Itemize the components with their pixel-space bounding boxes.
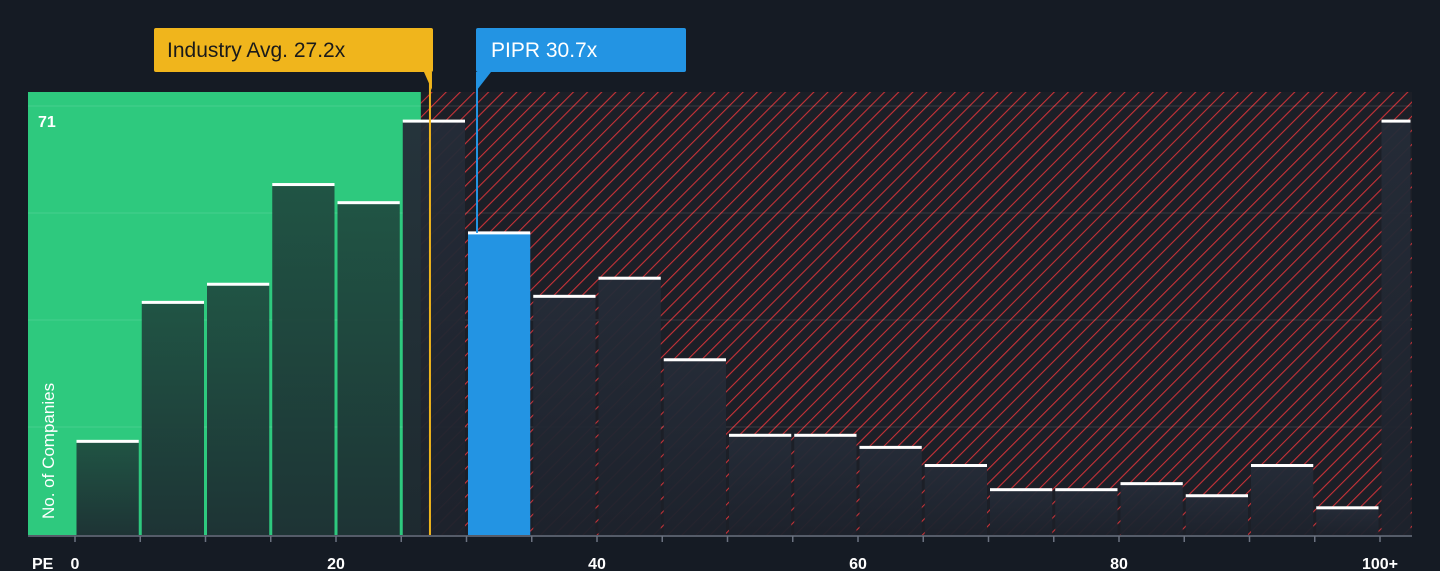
x-tick-label-4: 80 <box>1110 556 1128 571</box>
bar-cap-3 <box>272 183 335 187</box>
bar-cap-19 <box>1316 506 1379 510</box>
industry-avg-pointer <box>423 72 432 90</box>
histogram-bar-18 <box>1251 465 1314 535</box>
y-max-label: 71 <box>38 114 56 131</box>
histogram-bar-14 <box>990 489 1053 535</box>
bar-cap-4 <box>337 201 400 205</box>
histogram-bar-2 <box>207 284 270 535</box>
bar-cap-8 <box>598 276 661 280</box>
histogram-bar-1 <box>141 302 204 535</box>
bar-cap-5 <box>402 119 465 123</box>
bar-cap-11 <box>794 433 857 437</box>
bar-cap-6 <box>468 231 531 235</box>
bar-cap-9 <box>663 358 726 362</box>
bar-cap-18 <box>1251 464 1314 468</box>
histogram-bar-9 <box>663 359 726 535</box>
histogram-bar-13 <box>924 465 987 535</box>
bar-cap-0 <box>76 439 139 443</box>
bar-cap-14 <box>990 488 1053 492</box>
histogram-bar-5 <box>402 121 465 535</box>
x-tick-label-5: 100+ <box>1362 556 1398 571</box>
x-axis-label: PE <box>32 556 54 571</box>
histogram-bar-3 <box>272 184 335 535</box>
histogram-bar-12 <box>859 447 922 535</box>
bar-cap-16 <box>1120 482 1183 486</box>
x-tick-label-0: 0 <box>71 556 80 571</box>
bar-cap-17 <box>1185 494 1248 498</box>
industry-avg-callout <box>154 28 433 72</box>
bar-cap-7 <box>533 294 596 298</box>
x-tick-label-3: 60 <box>849 556 867 571</box>
bar-cap-10 <box>729 433 792 437</box>
histogram-bar-17 <box>1185 495 1248 535</box>
y-axis-label: No. of Companies <box>39 383 58 519</box>
company-pe-callout <box>476 28 686 72</box>
bar-cap-15 <box>1055 488 1118 492</box>
histogram-bar-19 <box>1316 507 1379 535</box>
histogram-bar-10 <box>729 435 792 535</box>
histogram-bar-7 <box>533 296 596 535</box>
bar-cap-13 <box>924 464 987 468</box>
histogram-bar-16 <box>1120 483 1183 535</box>
company-pe-label: PIPR 30.7x <box>491 39 598 62</box>
x-tick-label-2: 40 <box>588 556 606 571</box>
x-tick-label-1: 20 <box>327 556 345 571</box>
histogram-bar-15 <box>1055 489 1118 535</box>
histogram-bar-8 <box>598 278 661 535</box>
bar-cap-2 <box>207 282 270 286</box>
histogram-bar-6 <box>468 232 531 535</box>
bar-cap-20 <box>1381 119 1411 123</box>
histogram-bar-11 <box>794 435 857 535</box>
bar-cap-1 <box>141 300 204 304</box>
company-pe-pointer <box>477 72 491 90</box>
histogram-bar-4 <box>337 202 400 535</box>
industry-avg-label: Industry Avg. 27.2x <box>167 39 346 62</box>
histogram-bar-20 <box>1381 121 1411 535</box>
bar-cap-12 <box>859 445 922 449</box>
histogram-bar-0 <box>76 441 139 535</box>
